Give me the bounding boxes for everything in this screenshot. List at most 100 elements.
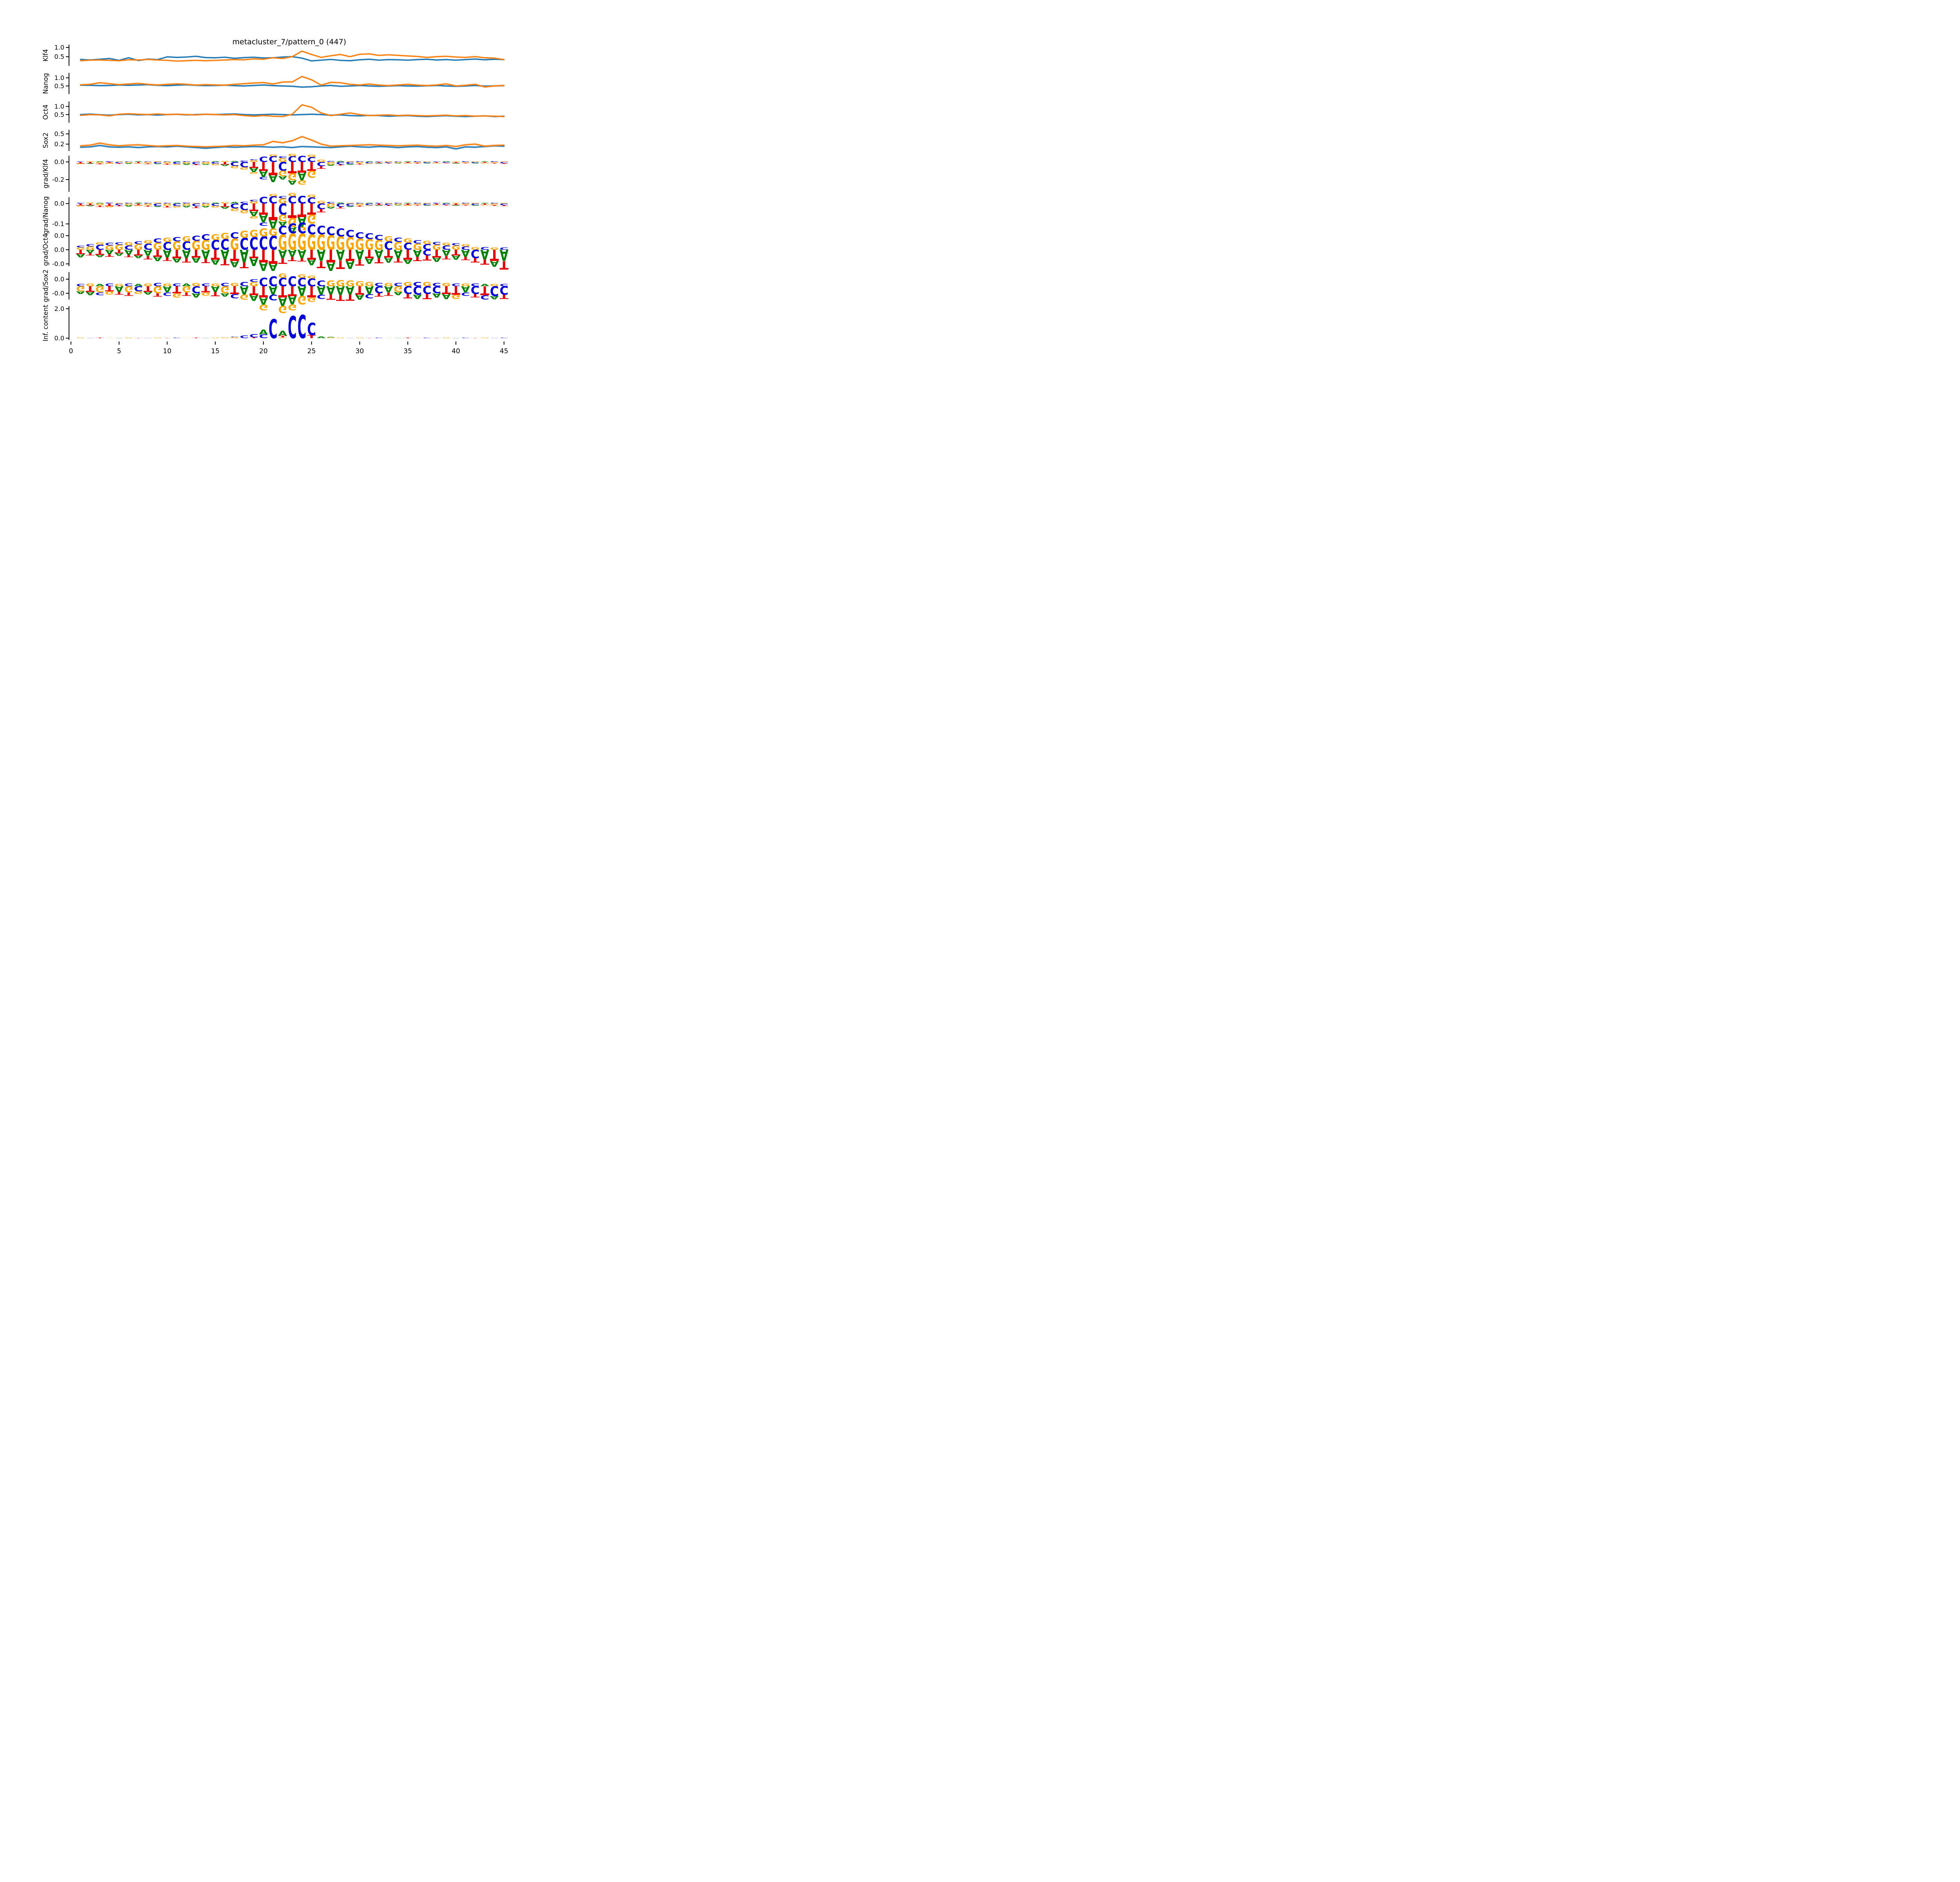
logo-letter-T-flipped: T [374,256,384,264]
logo-letter-G: G [249,228,258,240]
logo-letter-C: C [143,202,152,204]
logo-letter-C-flipped: C [211,161,221,164]
logo-letter-A-flipped: A [461,247,470,259]
logo-letter-T-flipped: T [490,205,502,206]
logo-letter-G-flipped: G [432,204,444,206]
logo-letter-C: C [461,338,477,339]
y-tick-label: -0.0 [52,260,64,268]
logo-letter-C: C [355,202,364,204]
logo-letter-A: A [394,338,405,339]
logo-letter-G-flipped: G [413,162,424,163]
logo-letter-T-flipped: T [221,202,230,208]
logo-letter-T-flipped: T [317,165,327,169]
logo-letter-G: G [384,235,393,243]
logo-letter-T-flipped: T [115,205,126,206]
logo-letter-G-flipped: G [240,166,249,171]
logo-letter-A-flipped: A [269,217,278,231]
logo-letter-C: C [490,338,502,339]
logo-letter-C: C [298,154,307,164]
line-task-1 [80,136,505,148]
logo-letter-T-flipped: T [153,247,162,259]
logo-letter-G: G [413,242,422,252]
logo-letter-C: C [355,161,365,162]
logo-letter-G: G [211,338,225,339]
logo-letter-G: G [384,202,396,204]
logo-letter-C: C [201,202,210,204]
logo-letter-C: C [269,154,278,164]
logo-letter-C: C [413,239,422,245]
logo-letter-A: A [327,337,338,338]
logo-letter-T-flipped: T [143,255,152,260]
subplot-klf4: 1.0 0.5 Klf4 [42,44,505,66]
logo-letter-T-flipped: T [86,161,95,163]
logo-letter-A-flipped: A [423,205,433,206]
y-tick-label: 0.5 [54,130,64,138]
logo-letter-G: G [317,230,326,255]
logo-letter-C-flipped: C [442,203,451,205]
logo-letter-A-flipped: A [86,249,96,254]
logo-letter-C: C [259,276,268,289]
logo-letter-G: G [288,192,297,197]
logo-letter-G-flipped: G [288,171,297,182]
logo-letter-C-flipped: C [423,203,432,205]
logo-letter-A: A [336,202,346,204]
logo-letter-G: G [163,237,172,243]
logo-letter-G: G [143,283,152,287]
y-tick-label: 0.0 [54,200,64,207]
logo-letter-G: G [115,244,124,252]
logo-letter-A-flipped: A [298,170,307,183]
figure: metacluster_7/pattern_0 (447) 1.0 0.5 Klf4… [0,0,564,376]
logo-letter-C: C [76,202,85,204]
logo-letter-C: C [365,232,374,241]
logo-letter-A-flipped: A [182,247,191,260]
logo-letter-C-flipped: C [374,284,383,295]
logo-letter-G-flipped: G [105,290,114,296]
logo-letter-G-flipped: G [327,202,336,208]
logo-letter-G-flipped: G [461,162,472,163]
subplot-nanog: 1.00.5 Nanog [42,73,505,94]
logo-letter-T-flipped: T [307,200,316,217]
logo-letter-C-flipped: C [95,291,104,296]
logo-letter-T-flipped: T [288,255,298,262]
logo-letter-G: G [278,197,287,205]
logo-letter-C: C [278,276,287,289]
logo-letter-T-flipped: T [134,203,144,206]
logo-letter-C: C [211,238,220,253]
x-tick-label: 30 [356,347,364,355]
logo-letter-A-flipped: A [327,260,336,273]
logo-letter-A: A [403,203,414,204]
logo-letter-T-flipped: T [249,201,258,213]
y-axis-label: Nanog [42,73,49,94]
logo-letter-A-flipped: A [240,283,249,297]
logo-letter-C: C [221,282,230,287]
logo-letter-G: G [86,202,95,204]
logo-letter-G: G [461,243,470,247]
logo-letter-T: T [134,338,147,339]
logo-letter-G: G [221,232,230,242]
logo-letter-C-flipped: C [500,161,509,163]
logo-letter-C: C [124,202,133,204]
logo-letter-G: G [346,161,355,162]
logo-letter-A-flipped: A [211,284,220,293]
logo-letter-G-flipped: G [327,161,336,165]
logo-letter-C: C [423,243,432,252]
logo-letter-G-flipped: G [452,293,461,300]
logo-letter-A-flipped: A [500,246,509,264]
y-axis-label: grad/Sox2 [42,269,49,302]
logo-letter-G: G [105,245,114,251]
logo-letter-A-flipped: A [172,257,182,263]
logo-letter-A-flipped: A [95,254,105,258]
logo-letter-G-flipped: G [394,162,404,163]
logo-letter-G-flipped: G [307,169,316,180]
logo-letter-A-flipped: A [461,284,470,294]
logo-letter-T: T [249,337,260,339]
logo-letter-C: C [452,243,461,246]
logo-letter-G: G [86,245,95,251]
logo-letter-G: G [452,203,462,204]
logo-letter-T-flipped: T [461,204,473,205]
logo-letter-G: G [442,282,451,287]
logo-letter-G-flipped: G [288,215,297,229]
logo-letter-A-flipped: A [346,163,357,165]
logo-letter-T-flipped: T [115,291,124,295]
logo-letter-A-flipped: A [346,258,355,271]
